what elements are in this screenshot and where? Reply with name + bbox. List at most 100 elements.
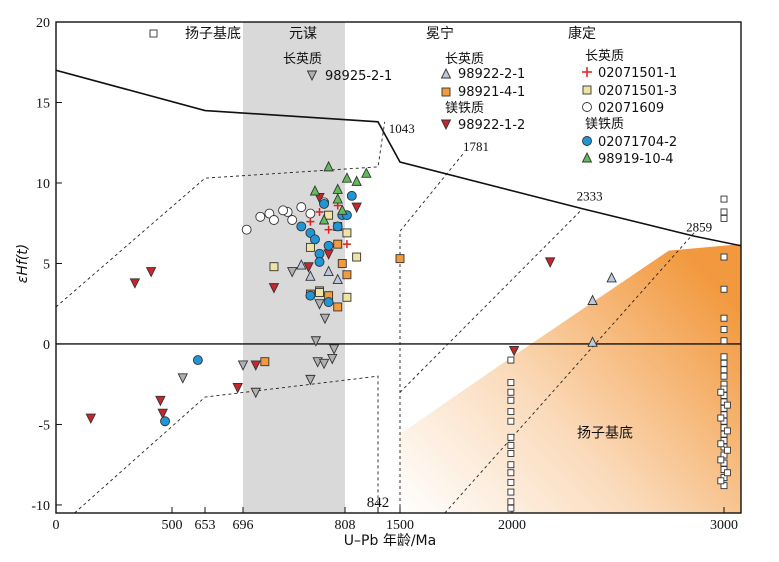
reference-age-label: 2859 bbox=[686, 219, 712, 234]
series-98925-2-1 bbox=[177, 267, 340, 399]
data-point bbox=[346, 190, 357, 201]
data-point bbox=[85, 413, 97, 425]
reference-age-label: 2333 bbox=[577, 189, 603, 204]
x-tick-label: 0 bbox=[53, 518, 60, 533]
y-tick-label: 5 bbox=[43, 257, 50, 272]
evolution-dashed-line bbox=[399, 208, 583, 393]
legend-marker bbox=[440, 67, 452, 79]
data-point bbox=[720, 326, 728, 333]
data-point bbox=[720, 285, 728, 293]
data-point bbox=[237, 360, 249, 371]
legend-title: 镁铁质 bbox=[585, 117, 624, 132]
data-point bbox=[723, 401, 731, 409]
basement-field bbox=[398, 244, 741, 513]
y-tick-label: 20 bbox=[36, 16, 50, 31]
basement-field-label: 扬子基底 bbox=[577, 424, 633, 441]
data-point bbox=[717, 388, 725, 396]
data-point bbox=[324, 225, 333, 234]
data-point bbox=[720, 337, 728, 345]
data-point bbox=[333, 239, 343, 249]
data-point bbox=[323, 240, 334, 251]
data-point bbox=[507, 441, 515, 449]
data-point bbox=[310, 336, 322, 347]
data-point bbox=[507, 396, 515, 404]
data-point bbox=[720, 214, 728, 222]
y-tick-label: -10 bbox=[31, 499, 50, 514]
data-point bbox=[305, 374, 316, 386]
legend-label: 98919-10-4 bbox=[598, 152, 674, 167]
series-98922-1-2 bbox=[85, 193, 556, 425]
data-point bbox=[342, 228, 352, 238]
data-point bbox=[717, 414, 725, 422]
legend-label: 02071501-1 bbox=[598, 66, 677, 81]
series-02071501-1 bbox=[306, 191, 356, 249]
data-point bbox=[296, 259, 307, 270]
data-point bbox=[720, 253, 728, 261]
legend-marker bbox=[582, 85, 592, 95]
data-point bbox=[315, 288, 324, 297]
data-point bbox=[306, 217, 315, 226]
data-point bbox=[160, 416, 170, 427]
legend-label: 98925-2-1 bbox=[325, 69, 392, 84]
data-point bbox=[333, 302, 343, 312]
y-tick-label: 10 bbox=[36, 177, 50, 192]
data-point bbox=[606, 271, 617, 283]
data-point bbox=[507, 498, 515, 506]
data-point bbox=[305, 208, 316, 219]
data-point bbox=[507, 379, 515, 387]
legend-title: 镁铁质 bbox=[445, 101, 484, 116]
data-point bbox=[342, 240, 351, 249]
x-tick-label: 653 bbox=[195, 518, 216, 533]
data-point bbox=[314, 256, 325, 267]
evolution-dashed-line bbox=[399, 153, 464, 513]
data-point bbox=[341, 172, 353, 183]
data-point bbox=[507, 504, 515, 512]
data-point bbox=[342, 270, 352, 280]
legend-title: 长英质 bbox=[283, 52, 322, 67]
legend-marker bbox=[582, 67, 592, 77]
legend-label: 98922-2-1 bbox=[458, 67, 525, 82]
legend-label: 98921-4-1 bbox=[458, 85, 525, 100]
data-point bbox=[255, 211, 266, 222]
data-point bbox=[720, 366, 728, 374]
data-point bbox=[587, 294, 598, 305]
data-point bbox=[155, 395, 166, 407]
data-point bbox=[318, 358, 330, 370]
x-tick-label: 696 bbox=[233, 518, 254, 533]
data-point bbox=[269, 262, 279, 272]
data-point bbox=[352, 252, 362, 262]
region-label-kangding: 康定 bbox=[568, 25, 596, 42]
series-02071704-2 bbox=[160, 190, 357, 427]
data-point bbox=[720, 208, 728, 216]
data-point bbox=[323, 160, 334, 172]
data-point bbox=[309, 185, 321, 196]
legend-label: 02071609 bbox=[598, 101, 664, 116]
data-point bbox=[507, 461, 515, 469]
x-tick-label: 1500 bbox=[386, 518, 414, 533]
x-axis-title: U–Pb 年龄/Ma bbox=[344, 533, 436, 549]
series-扬子基底 bbox=[507, 195, 731, 512]
region-label-yangtze: 扬子基底 bbox=[185, 25, 241, 42]
x-tick-label: 842 bbox=[367, 495, 390, 511]
data-point bbox=[332, 273, 343, 285]
data-point bbox=[296, 202, 307, 213]
data-point bbox=[507, 408, 515, 416]
legend-marker bbox=[581, 151, 593, 163]
data-point bbox=[720, 195, 728, 203]
data-point bbox=[319, 198, 330, 209]
data-point bbox=[250, 387, 261, 399]
plot-frame bbox=[55, 21, 742, 514]
data-point bbox=[717, 477, 725, 485]
data-point bbox=[323, 297, 334, 308]
y-tick-label: 0 bbox=[43, 338, 50, 353]
data-point bbox=[296, 221, 307, 232]
data-point bbox=[145, 267, 157, 278]
data-point bbox=[232, 382, 243, 394]
reference-age-label: 1781 bbox=[463, 139, 489, 154]
data-point bbox=[544, 257, 556, 268]
data-point bbox=[720, 359, 728, 367]
data-point bbox=[303, 262, 314, 273]
reference-age-label: 1043 bbox=[389, 121, 415, 136]
data-point bbox=[314, 299, 325, 310]
